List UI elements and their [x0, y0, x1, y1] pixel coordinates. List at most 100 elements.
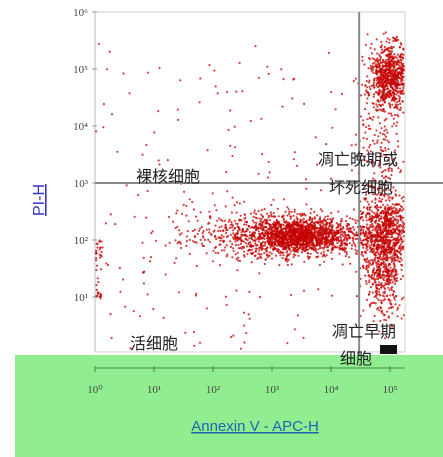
data-point — [380, 232, 383, 235]
data-point — [272, 241, 275, 244]
data-point — [369, 286, 373, 289]
data-point — [348, 235, 351, 239]
data-point — [378, 330, 381, 333]
data-point — [388, 104, 392, 107]
data-point — [263, 237, 266, 241]
data-point — [313, 217, 316, 220]
data-point — [231, 196, 234, 199]
data-point — [96, 277, 99, 280]
data-point — [319, 220, 322, 224]
data-point — [287, 208, 290, 211]
data-point — [392, 77, 395, 80]
data-point — [215, 209, 218, 212]
data-point — [292, 214, 295, 217]
data-point — [388, 279, 392, 282]
data-point — [402, 82, 405, 85]
data-point — [251, 219, 254, 222]
data-point — [373, 162, 376, 165]
data-point — [386, 212, 389, 215]
data-point — [363, 234, 366, 238]
data-point — [312, 236, 315, 239]
data-point — [373, 93, 376, 96]
data-point — [183, 190, 186, 193]
data-point — [315, 250, 318, 253]
data-point — [257, 230, 260, 233]
data-point — [323, 245, 326, 249]
data-point — [371, 301, 374, 304]
data-point — [369, 205, 372, 209]
data-point — [382, 108, 385, 111]
data-point — [252, 226, 255, 229]
data-point — [173, 261, 176, 264]
data-point — [278, 264, 281, 267]
data-point — [323, 219, 326, 222]
data-point — [376, 297, 379, 300]
data-point — [239, 246, 242, 249]
data-point — [398, 207, 402, 210]
data-point — [285, 233, 288, 236]
data-point — [391, 259, 394, 262]
data-point — [388, 274, 391, 277]
data-point — [371, 282, 374, 285]
data-point — [178, 233, 182, 236]
data-point — [302, 233, 305, 237]
data-point — [390, 214, 393, 217]
data-point — [228, 218, 231, 221]
data-point — [371, 193, 374, 196]
data-point — [237, 259, 240, 262]
data-point — [387, 141, 391, 144]
data-point — [286, 246, 289, 249]
data-point — [385, 128, 388, 131]
data-point — [398, 90, 401, 93]
data-point — [388, 57, 391, 60]
x-tick-label: 10³ — [265, 384, 280, 396]
data-point — [390, 45, 393, 48]
data-point — [290, 263, 293, 266]
data-point — [255, 213, 258, 216]
data-point — [381, 312, 384, 315]
data-point — [332, 239, 335, 242]
data-point — [386, 54, 389, 57]
data-point — [260, 248, 263, 251]
data-point — [213, 69, 216, 72]
data-point — [307, 231, 310, 235]
data-point — [377, 284, 380, 287]
data-point — [331, 217, 335, 220]
data-point — [329, 222, 332, 226]
data-point — [364, 280, 368, 283]
data-point — [375, 294, 378, 298]
data-point — [397, 225, 400, 228]
green-overlay — [15, 355, 443, 457]
data-point — [382, 95, 385, 98]
data-point — [218, 264, 222, 267]
data-point — [243, 223, 246, 226]
data-point — [252, 215, 255, 218]
data-point — [395, 215, 398, 218]
data-point — [230, 220, 233, 224]
data-point — [365, 264, 369, 267]
data-point — [294, 223, 297, 226]
data-point — [234, 253, 237, 256]
data-point — [99, 246, 102, 249]
data-point — [340, 238, 343, 242]
data-point — [272, 236, 275, 239]
data-point — [252, 245, 255, 248]
data-point — [258, 237, 262, 240]
data-point — [328, 234, 331, 237]
data-point — [280, 68, 283, 71]
data-point — [389, 89, 392, 92]
data-point — [310, 228, 313, 231]
data-point — [352, 239, 355, 242]
data-point — [400, 62, 403, 65]
data-point — [237, 238, 240, 241]
data-point — [259, 255, 262, 258]
data-point — [316, 251, 319, 255]
data-point — [397, 167, 400, 170]
data-point — [289, 243, 292, 246]
data-point — [99, 295, 102, 299]
data-point — [400, 92, 403, 95]
x-tick-label: 10¹ — [147, 384, 161, 396]
data-point — [366, 86, 369, 89]
data-point — [391, 55, 394, 58]
data-point — [367, 227, 371, 230]
